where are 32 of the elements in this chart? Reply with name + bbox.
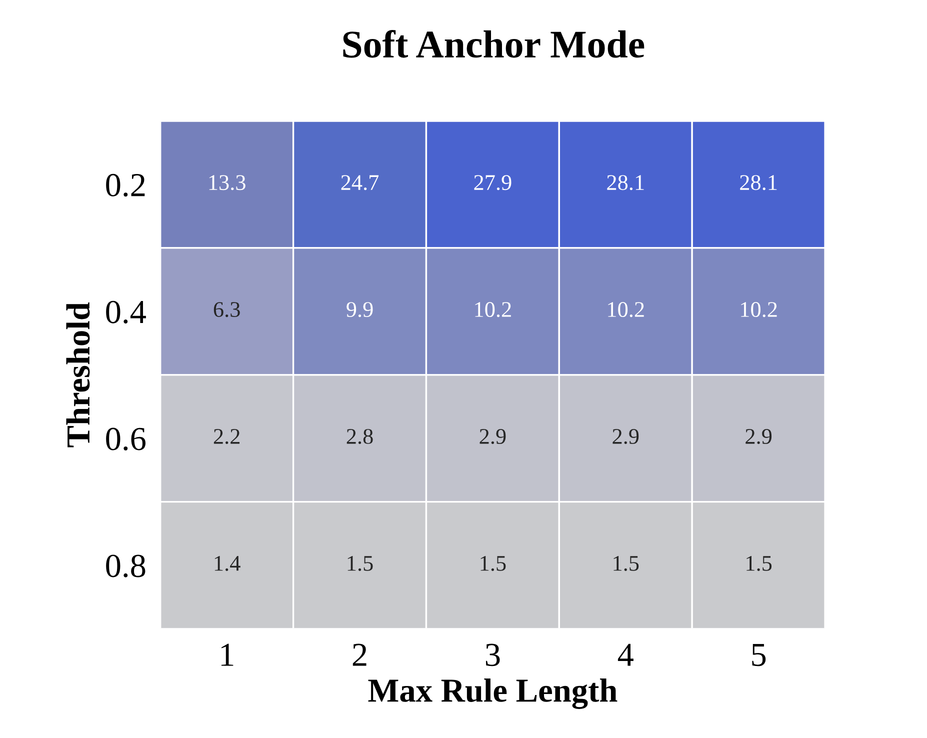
data-label: 1.5 bbox=[348, 556, 373, 571]
chart-title: Soft Anchor Mode bbox=[343, 30, 644, 58]
data-label: 10.2 bbox=[741, 302, 777, 318]
data-label: 2.2 bbox=[214, 429, 240, 444]
data-label: 2.9 bbox=[480, 429, 506, 444]
data-label: 2.8 bbox=[346, 428, 373, 444]
x-tick-label: 3 bbox=[486, 644, 500, 666]
x-tick-label: 1 bbox=[221, 644, 234, 666]
data-label: 27.9 bbox=[474, 175, 512, 190]
data-label: 10.2 bbox=[608, 302, 644, 318]
y-tick-label: 0.6 bbox=[106, 428, 146, 450]
y-tick-label: 0.2 bbox=[106, 174, 145, 197]
y-tick-label: 0.4 bbox=[106, 300, 146, 324]
x-tick-label: 5 bbox=[752, 644, 766, 666]
data-label: 1.5 bbox=[746, 556, 772, 571]
y-axis-title: Threshold bbox=[66, 302, 90, 448]
y-tick-label: 0.8 bbox=[106, 554, 146, 578]
data-label: 2.9 bbox=[746, 429, 772, 444]
data-label: 1.5 bbox=[614, 556, 639, 571]
data-label: 6.3 bbox=[214, 302, 240, 318]
x-tick-label: 2 bbox=[352, 644, 366, 666]
data-label: 9.9 bbox=[346, 302, 373, 318]
data-label: 1.4 bbox=[214, 556, 240, 571]
data-label: 28.1 bbox=[740, 175, 777, 190]
data-label: 2.9 bbox=[612, 429, 639, 444]
data-label: 24.7 bbox=[341, 175, 379, 190]
data-label: 1.5 bbox=[480, 556, 506, 571]
x-tick-label: 4 bbox=[618, 644, 634, 666]
data-label: 10.2 bbox=[475, 302, 511, 318]
x-axis-title: Max Rule Length bbox=[368, 678, 618, 709]
data-label: 13.3 bbox=[209, 175, 246, 190]
data-label: 28.1 bbox=[607, 175, 644, 190]
